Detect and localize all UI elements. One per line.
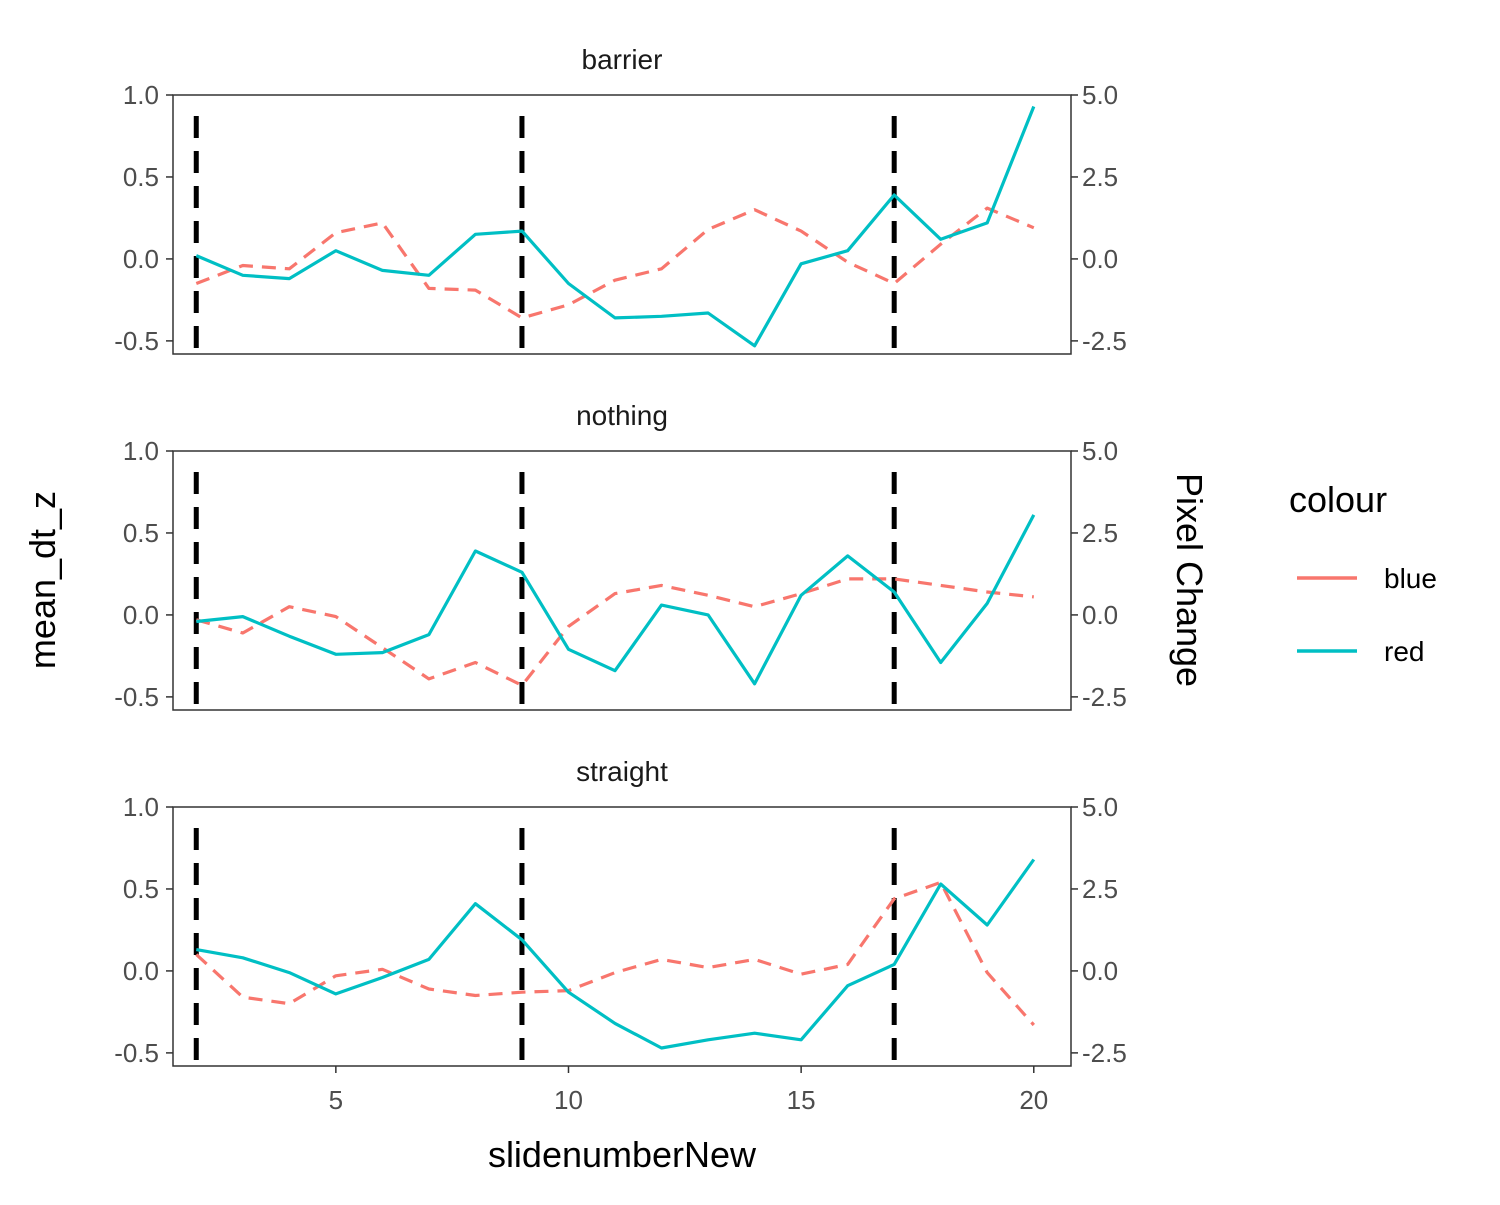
- series-line-red: [196, 514, 1036, 686]
- right-y-tick-label: 0.0: [1082, 244, 1118, 274]
- right-y-tick-label: 5.0: [1082, 436, 1118, 466]
- facet-title: nothing: [576, 400, 668, 431]
- right-y-tick-label: 2.5: [1082, 874, 1118, 904]
- panel-frame: [172, 806, 1072, 1067]
- panel-frame: [172, 94, 1072, 355]
- series-line-blue: [195, 880, 1035, 1027]
- panel-barrier: barrier -0.5 0.0 0.5 1.0 -2.5 0.0 2.5 5.0: [114, 44, 1127, 356]
- left-y-tick-label: 1.0: [123, 436, 159, 466]
- right-y-axis-title: Pixel Change: [1169, 473, 1210, 687]
- left-y-tick-label: 0.0: [123, 956, 159, 986]
- panel-straight: straight -0.5 0.0 0.5 1.0 -2.5 0.0 2.5 5.0 5 10 15 2…: [114, 756, 1127, 1115]
- right-y-tick-label: 0.0: [1082, 956, 1118, 986]
- panel-nothing: nothing -0.5 0.0 0.5 1.0 -2.5 0.0 2.5 5.0: [114, 400, 1127, 712]
- legend: colour blue red: [1289, 479, 1437, 667]
- right-y-tick-label: 5.0: [1082, 80, 1118, 110]
- series-line-red: [195, 105, 1036, 348]
- series-line-blue: [195, 577, 1034, 688]
- left-y-tick-label: 0.0: [123, 600, 159, 630]
- x-tick-label: 20: [1019, 1085, 1048, 1115]
- left-y-tick-label: 0.5: [123, 874, 159, 904]
- series-line-red: [196, 858, 1036, 1050]
- legend-title: colour: [1289, 479, 1387, 520]
- right-y-tick-label: 5.0: [1082, 792, 1118, 822]
- left-y-tick-label: -0.5: [114, 682, 159, 712]
- right-y-tick-label: -2.5: [1082, 682, 1127, 712]
- left-y-tick-label: -0.5: [114, 1038, 159, 1068]
- legend-entries: blue red: [1297, 563, 1437, 667]
- left-y-tick-label: 0.5: [123, 162, 159, 192]
- right-y-tick-label: -2.5: [1082, 326, 1127, 356]
- left-y-tick-label: 1.0: [123, 80, 159, 110]
- x-tick-label: 15: [787, 1085, 816, 1115]
- right-y-tick-label: 0.0: [1082, 600, 1118, 630]
- left-y-tick-label: 0.5: [123, 518, 159, 548]
- left-y-tick-label: 0.0: [123, 244, 159, 274]
- panel-frame: [172, 450, 1072, 711]
- x-axis-title: slidenumberNew: [488, 1134, 757, 1175]
- x-tick-label: 5: [329, 1085, 343, 1115]
- panels-layer: barrier-0.50.00.51.0-2.50.02.55.0nothing…: [114, 44, 1127, 1115]
- legend-label-blue: blue: [1384, 563, 1437, 594]
- right-y-tick-label: 2.5: [1082, 518, 1118, 548]
- legend-label-red: red: [1384, 636, 1424, 667]
- left-y-tick-label: 1.0: [123, 792, 159, 822]
- left-y-axis-title: mean_dt_z: [22, 491, 63, 669]
- facet-title: straight: [576, 756, 668, 787]
- series-line-blue: [195, 206, 1035, 320]
- right-y-tick-label: -2.5: [1082, 1038, 1127, 1068]
- x-tick-label: 10: [554, 1085, 583, 1115]
- facet-title: barrier: [582, 44, 663, 75]
- right-y-tick-label: 2.5: [1082, 162, 1118, 192]
- left-y-tick-label: -0.5: [114, 326, 159, 356]
